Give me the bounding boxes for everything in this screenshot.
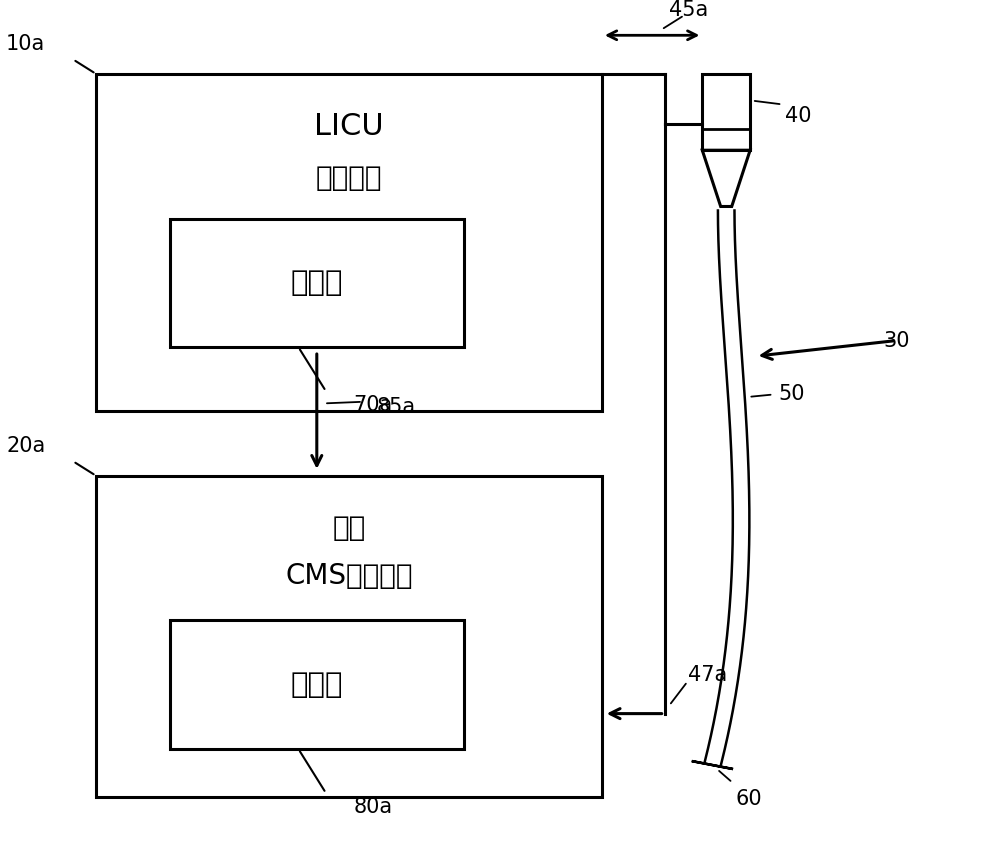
Text: 60: 60	[735, 789, 762, 809]
Bar	[170, 219, 464, 347]
Text: 50: 50	[778, 385, 804, 404]
Text: 85a: 85a	[377, 398, 416, 417]
Text: 10a: 10a	[6, 34, 45, 54]
Text: 消融系统: 消融系统	[316, 164, 382, 192]
Text: CMS标测系统: CMS标测系统	[285, 563, 413, 590]
Text: 80a: 80a	[354, 797, 393, 817]
Polygon shape	[692, 761, 733, 769]
Bar	[96, 475, 602, 797]
Text: 70a: 70a	[354, 395, 393, 416]
Bar	[96, 74, 602, 411]
Text: 20a: 20a	[6, 436, 45, 456]
Text: 47a: 47a	[688, 665, 727, 685]
Text: 45a: 45a	[669, 0, 709, 20]
Text: 30: 30	[884, 331, 910, 351]
Text: 40: 40	[785, 106, 812, 126]
Text: 显示器: 显示器	[291, 268, 343, 297]
Text: 独立: 独立	[332, 514, 366, 542]
Text: 显示器: 显示器	[291, 670, 343, 699]
Text: LICU: LICU	[314, 112, 384, 140]
Bar	[702, 74, 750, 150]
Bar	[170, 621, 464, 749]
